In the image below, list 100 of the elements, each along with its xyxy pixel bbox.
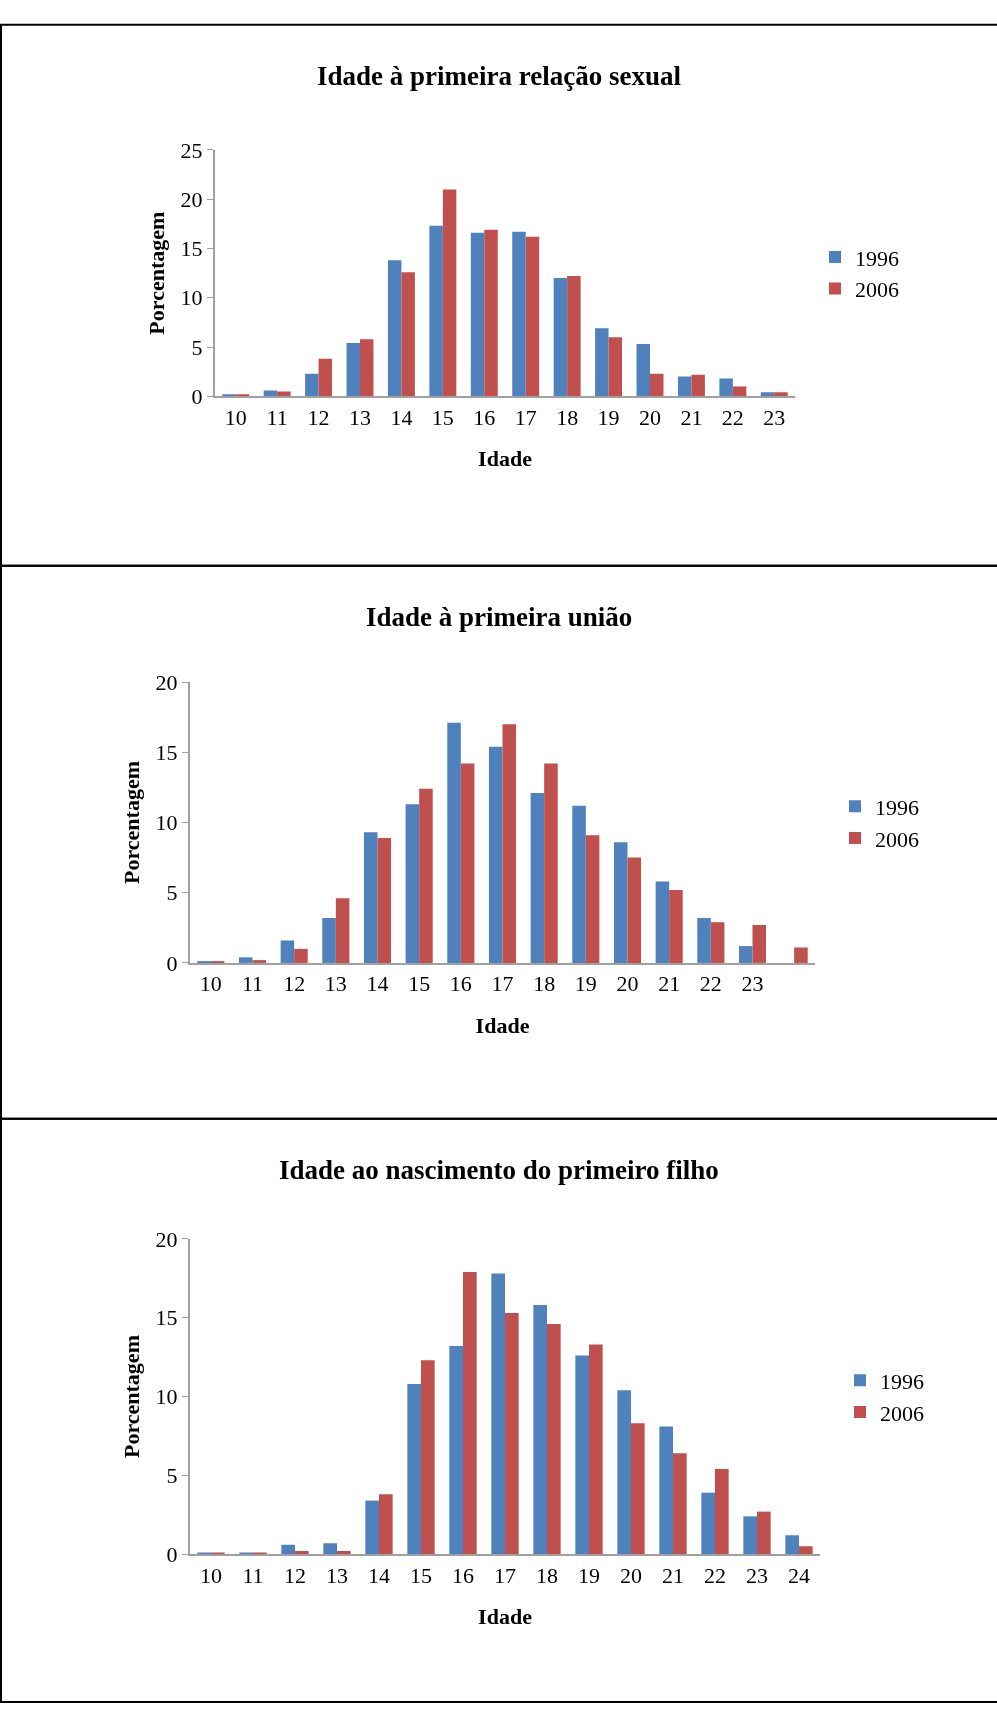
bar (732, 386, 747, 397)
y-tick-label: 0 (191, 384, 203, 410)
bar (281, 1544, 295, 1555)
y-tick-label: 0 (166, 950, 178, 976)
chart-title: Idade ao nascimento do primeiro filho (279, 1155, 719, 1185)
x-tick-label: 13 (324, 971, 347, 997)
bar (365, 1500, 379, 1555)
y-axis-title: Porcentagem (143, 211, 169, 335)
legend-label: 2006 (855, 277, 899, 303)
bar (575, 1355, 589, 1555)
bar (774, 392, 788, 397)
bar (525, 236, 540, 397)
x-axis-title: Idade (478, 1603, 533, 1629)
x-tick-label: 17 (494, 1562, 516, 1588)
x-tick-label: 21 (662, 1562, 684, 1588)
y-axis-title: Porcentagem (118, 1335, 144, 1459)
bar (491, 1273, 505, 1555)
x-tick-label: 18 (536, 1562, 558, 1588)
x-tick-label: 20 (639, 404, 661, 430)
bar (484, 229, 498, 397)
bar (337, 1551, 351, 1555)
bar (447, 722, 461, 963)
chart-title: Idade à primeira relação sexual (317, 61, 682, 91)
bar (636, 344, 650, 397)
bar (252, 960, 267, 963)
x-tick-label: 21 (658, 971, 681, 997)
x-tick-label: 18 (556, 404, 579, 430)
bar (322, 918, 336, 963)
bar (530, 793, 545, 963)
y-tick-label: 15 (155, 740, 178, 765)
bar (405, 804, 420, 963)
x-tick-label: 23 (741, 971, 764, 997)
bar (305, 373, 319, 397)
x-tick-label: 23 (763, 404, 786, 430)
x-tick-label: 22 (704, 1562, 726, 1588)
x-tick-label: 22 (699, 971, 722, 997)
y-tick-label: 5 (166, 880, 178, 906)
x-tick-label: 16 (473, 404, 496, 430)
bar (617, 1390, 631, 1555)
bar (512, 231, 526, 397)
y-tick-label: 5 (191, 334, 203, 360)
x-tick-label: 15 (410, 1562, 432, 1588)
bar (589, 1344, 603, 1555)
bar (669, 889, 683, 963)
bar (419, 788, 433, 963)
x-tick-label: 20 (616, 971, 639, 997)
x-tick-label: 12 (283, 971, 306, 997)
bar (318, 358, 333, 397)
y-tick-label: 25 (180, 137, 203, 163)
bar (263, 390, 278, 397)
x-tick-label: 12 (284, 1562, 306, 1588)
bar (222, 394, 236, 397)
bar (488, 746, 503, 963)
y-axis-title: Porcentagem (118, 761, 144, 885)
bar (553, 278, 568, 397)
bar (335, 898, 350, 963)
x-axis-title: Idade (475, 1012, 530, 1038)
y-tick-label: 20 (155, 669, 178, 695)
y-tick-label: 5 (166, 1463, 178, 1489)
bar (785, 1535, 799, 1555)
bar (505, 1312, 519, 1555)
bar (363, 832, 378, 963)
x-tick-label: 15 (431, 404, 454, 430)
bar (360, 339, 374, 397)
bar (752, 925, 767, 963)
bar (442, 189, 457, 397)
x-axis-title: Idade (478, 446, 533, 472)
bar (533, 1305, 547, 1555)
x-tick-label: 16 (449, 971, 472, 997)
y-tick-label: 10 (155, 810, 178, 836)
x-tick-label: 13 (326, 1562, 348, 1588)
bar (719, 378, 733, 397)
x-tick-label: 24 (788, 1562, 810, 1588)
bar (377, 837, 392, 963)
bar (659, 1426, 673, 1555)
bar (799, 1546, 813, 1555)
bar (323, 1543, 337, 1555)
y-tick-label: 15 (180, 236, 203, 262)
x-tick-label: 17 (514, 404, 537, 430)
bar (794, 947, 808, 963)
legend-label: 1996 (875, 794, 919, 820)
bar (738, 946, 753, 963)
bar (655, 881, 670, 963)
y-tick-label: 20 (155, 1226, 178, 1252)
x-tick-label: 19 (597, 404, 620, 430)
bar (401, 272, 415, 397)
y-tick-label: 0 (166, 1541, 178, 1567)
chart-title: Idade à primeira união (366, 602, 633, 632)
legend-label: 1996 (855, 245, 899, 271)
x-tick-label: 22 (721, 404, 744, 430)
bar (280, 940, 295, 963)
bar (691, 374, 705, 397)
bar (710, 922, 725, 963)
bar (429, 225, 443, 397)
bar (295, 1551, 309, 1555)
bar (701, 1492, 715, 1555)
bar (547, 1323, 561, 1555)
x-tick-label: 18 (533, 971, 556, 997)
bar (567, 276, 581, 397)
x-tick-label: 17 (491, 971, 514, 997)
